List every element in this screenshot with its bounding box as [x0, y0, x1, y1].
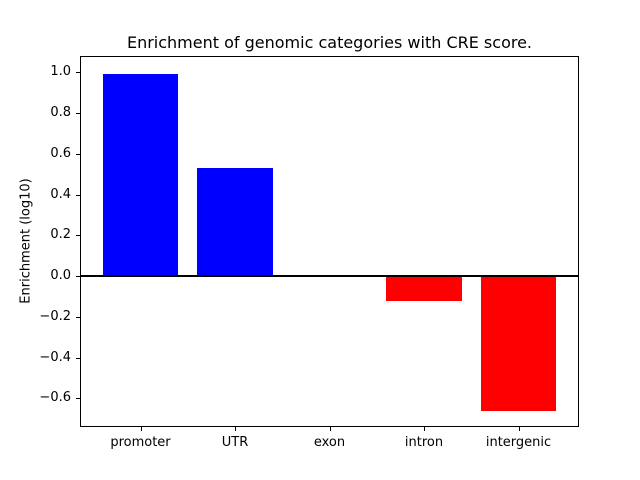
- y-tick-label: 1.0: [50, 64, 71, 79]
- y-tick-label: 0.4: [50, 187, 71, 202]
- x-tick-mark: [329, 427, 331, 431]
- y-tick-mark: [76, 276, 80, 277]
- bar-UTR: [197, 168, 273, 277]
- y-tick-label: 0.8: [50, 105, 71, 120]
- x-tick-mark: [424, 427, 425, 431]
- x-tick-mark: [140, 427, 142, 431]
- chart-title: Enrichment of genomic categories with CR…: [126, 33, 533, 52]
- y-tick-label: −0.4: [39, 350, 71, 365]
- y-tick-mark: [76, 317, 80, 318]
- y-tick-label: −0.2: [39, 309, 71, 324]
- y-tick-mark: [76, 235, 80, 236]
- x-tick-label: UTR: [221, 435, 249, 450]
- bar-promoter: [102, 74, 179, 277]
- x-tick-mark: [518, 427, 520, 431]
- y-tick-label: −0.6: [39, 390, 71, 405]
- x-tick-label: intron: [404, 435, 444, 450]
- x-tick-label: promoter: [110, 435, 171, 450]
- y-tick-mark: [76, 72, 80, 73]
- x-tick-mark: [235, 427, 236, 431]
- y-tick-mark: [76, 154, 80, 155]
- y-tick-mark: [76, 358, 80, 359]
- y-tick-mark: [76, 195, 80, 196]
- x-tick-label: exon: [313, 435, 346, 450]
- zero-line: [80, 275, 579, 278]
- y-tick-label: 0.2: [50, 227, 71, 242]
- y-tick-mark: [76, 113, 80, 114]
- y-tick-label: 0.0: [50, 268, 71, 283]
- bar-intron: [386, 276, 462, 301]
- y-tick-mark: [76, 398, 80, 399]
- x-tick-label: intergenic: [485, 435, 552, 450]
- bar-intergenic: [480, 276, 557, 411]
- y-tick-label: 0.6: [50, 146, 71, 161]
